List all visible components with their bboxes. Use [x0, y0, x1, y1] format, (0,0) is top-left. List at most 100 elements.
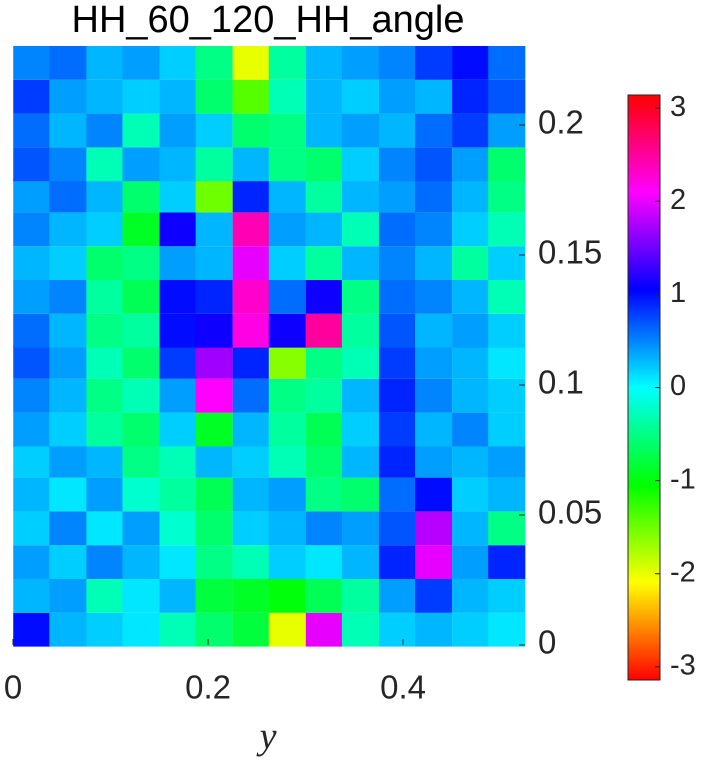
heatmap-cell [305, 477, 343, 512]
heatmap-cell [305, 178, 343, 213]
x-axis-label: y [256, 716, 277, 758]
heatmap-cell [378, 477, 417, 512]
heatmap-cell [268, 313, 306, 348]
y-tick-label: 0.15 [538, 234, 602, 271]
heatmap-cell [488, 113, 526, 148]
heatmap-cell [122, 212, 160, 247]
heatmap-cell [341, 412, 380, 447]
heatmap-cell [122, 477, 160, 512]
heatmap-cell [86, 578, 124, 613]
heatmap-cell [159, 45, 197, 80]
heatmap-cell [268, 344, 306, 379]
heatmap-cell [13, 477, 51, 512]
heatmap-cell [488, 545, 526, 580]
heatmap-cell [378, 246, 417, 281]
heatmap-cell [341, 578, 380, 613]
heatmap-cell [378, 313, 417, 348]
heatmap-cell [159, 511, 197, 546]
heatmap-cell [415, 511, 453, 546]
heatmap-cell [232, 612, 270, 647]
heatmap-cell [122, 178, 160, 213]
heatmap-cell [488, 279, 526, 314]
heatmap-cell [488, 344, 526, 379]
heatmap-cell [268, 578, 306, 613]
heatmap-cell [49, 313, 87, 348]
heatmap-cell [378, 279, 417, 314]
heatmap-cell [305, 212, 343, 247]
heatmap-cell [378, 612, 417, 647]
heatmap-cell [86, 313, 124, 348]
heatmap-cell [305, 246, 343, 281]
heatmap-cell [159, 279, 197, 314]
heatmap-cell [159, 344, 197, 379]
heatmap-cell [232, 578, 270, 613]
heatmap-cell [232, 79, 270, 114]
heatmap-cell [13, 279, 51, 314]
heatmap-cell [452, 313, 490, 348]
heatmap-cell [195, 246, 233, 281]
heatmap-cell [452, 477, 490, 512]
heatmap-cell [488, 443, 526, 478]
heatmap-cell [159, 212, 197, 247]
heatmap-cell [13, 147, 51, 182]
heatmap-cell [159, 412, 197, 447]
heatmap-cell [268, 378, 306, 413]
heatmap-cell [415, 246, 453, 281]
heatmap-cell [195, 147, 233, 182]
heatmap-cell [341, 147, 380, 182]
heatmap-cell [378, 511, 417, 546]
heatmap-cell [341, 313, 380, 348]
heatmap-cell [232, 412, 270, 447]
heatmap-cell [341, 443, 380, 478]
heatmap-cell [122, 511, 160, 546]
colorbar-tick-label: 3 [670, 91, 686, 123]
heatmap-cell [378, 378, 417, 413]
heatmap-cell [159, 443, 197, 478]
heatmap-cell [305, 612, 343, 647]
colorbar-tick-label: -1 [670, 463, 696, 495]
heatmap-cell [268, 113, 306, 148]
heatmap-cell [452, 578, 490, 613]
heatmap-cell [268, 443, 306, 478]
heatmap-cell [86, 212, 124, 247]
heatmap-cell [341, 279, 380, 314]
heatmap-cell [268, 545, 306, 580]
heatmap-cell [341, 246, 380, 281]
heatmap-cell [415, 279, 453, 314]
heatmap-cell [13, 45, 51, 80]
heatmap-cell [122, 545, 160, 580]
heatmap-cell [452, 147, 490, 182]
heatmap-cell [232, 45, 270, 80]
heatmap-cell [341, 212, 380, 247]
heatmap-cell [49, 246, 87, 281]
heatmap-cell [488, 246, 526, 281]
heatmap-cell [49, 79, 87, 114]
heatmap-cell [86, 178, 124, 213]
heatmap-cell [122, 313, 160, 348]
x-tick-label: 0 [4, 669, 22, 706]
heatmap-cell [13, 344, 51, 379]
heatmap-cell [122, 45, 160, 80]
heatmap-cell [122, 578, 160, 613]
heatmap-cell [268, 246, 306, 281]
heatmap-cell [378, 178, 417, 213]
heatmap-cell [305, 313, 343, 348]
heatmap-cell [122, 246, 160, 281]
heatmap-cell [305, 378, 343, 413]
heatmap-cell [305, 545, 343, 580]
heatmap-cell [159, 545, 197, 580]
heatmap-cell [488, 412, 526, 447]
heatmap-cell [159, 113, 197, 148]
heatmap-cell [49, 612, 87, 647]
heatmap-cell [305, 79, 343, 114]
heatmap-cell [122, 147, 160, 182]
heatmap-cell [159, 246, 197, 281]
heatmap-cell [268, 45, 306, 80]
heatmap-cell [268, 212, 306, 247]
heatmap-cell [488, 212, 526, 247]
heatmap-cell [13, 113, 51, 148]
heatmap-cell [195, 279, 233, 314]
heatmap-cell [86, 378, 124, 413]
heatmap-cell [86, 113, 124, 148]
